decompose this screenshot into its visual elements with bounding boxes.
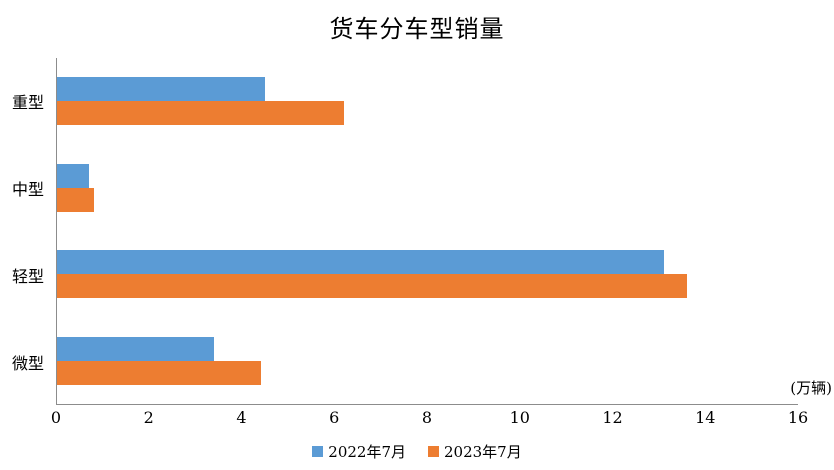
x-tick-8: 8 [421, 408, 433, 427]
y-axis-label-2: 轻型 [11, 266, 44, 286]
bar-series0-cat1 [57, 163, 90, 188]
x-tick-4: 4 [236, 408, 247, 427]
bar-series0-cat0 [57, 77, 266, 102]
legend-label: 2023年7月 [444, 443, 522, 461]
bar-series0-cat2 [57, 250, 664, 275]
legend-item-0: 2022年7月 [312, 441, 406, 462]
bar-series0-cat3 [57, 336, 215, 361]
x-tick-0: 0 [50, 408, 62, 427]
category-group-3 [57, 318, 798, 405]
legend: 2022年7月 2023年7月 [0, 441, 834, 462]
legend-label: 2022年7月 [328, 443, 406, 461]
x-axis-ticks: 0 2 4 6 8 10 12 14 16 [51, 408, 808, 430]
bar-series1-cat1 [57, 187, 95, 212]
category-group-1 [57, 145, 798, 232]
category-group-0 [57, 58, 798, 145]
y-axis-label-0: 重型 [11, 93, 44, 113]
x-tick-12: 12 [602, 408, 623, 427]
y-axis-labels: 重型 中型 轻型 微型 [0, 58, 48, 405]
y-axis-label-3: 微型 [11, 353, 44, 373]
legend-item-1: 2023年7月 [428, 441, 522, 462]
x-tick-14: 14 [695, 408, 716, 427]
y-axis-label-1: 中型 [11, 180, 44, 200]
bar-series1-cat3 [57, 360, 261, 385]
legend-swatch-icon [312, 446, 324, 457]
x-tick-10: 10 [509, 408, 530, 427]
x-tick-6: 6 [329, 408, 340, 427]
x-tick-16: 16 [787, 408, 809, 427]
legend-swatch-icon [428, 446, 439, 457]
plot-area [56, 58, 798, 405]
unit-label: (万辆) [790, 379, 832, 397]
x-tick-2: 2 [143, 408, 154, 427]
bar-series1-cat2 [57, 274, 687, 299]
category-group-2 [57, 231, 798, 318]
chart-title: 货车分车型销量 [329, 15, 505, 43]
bar-series1-cat0 [57, 101, 345, 126]
